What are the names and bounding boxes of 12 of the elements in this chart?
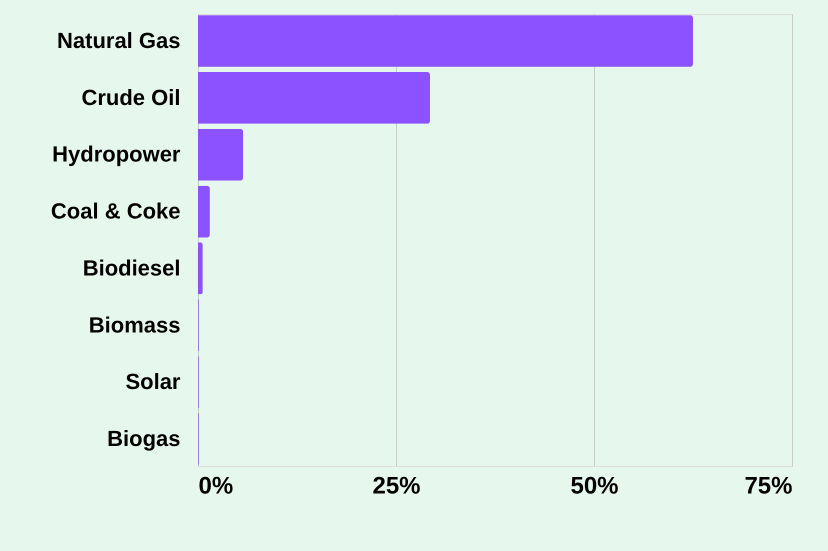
y-tick-label: Biodiesel [82, 255, 180, 280]
x-tick-label: 75% [744, 472, 792, 500]
y-tick-label: Natural Gas [57, 28, 180, 54]
y-tick-label: Solar [125, 369, 181, 394]
x-tick-label: 0% [198, 472, 234, 500]
y-tick-label: Biomass [88, 312, 180, 338]
y-tick-label: Coal & Coke [50, 198, 180, 224]
y-tick-label: Crude Oil [81, 84, 180, 110]
y-tick-label: Biogas [107, 426, 180, 451]
x-tick-label: 25% [372, 472, 421, 500]
x-tick-label: 50% [570, 472, 619, 500]
y-tick-label: Hydropower [52, 142, 181, 167]
